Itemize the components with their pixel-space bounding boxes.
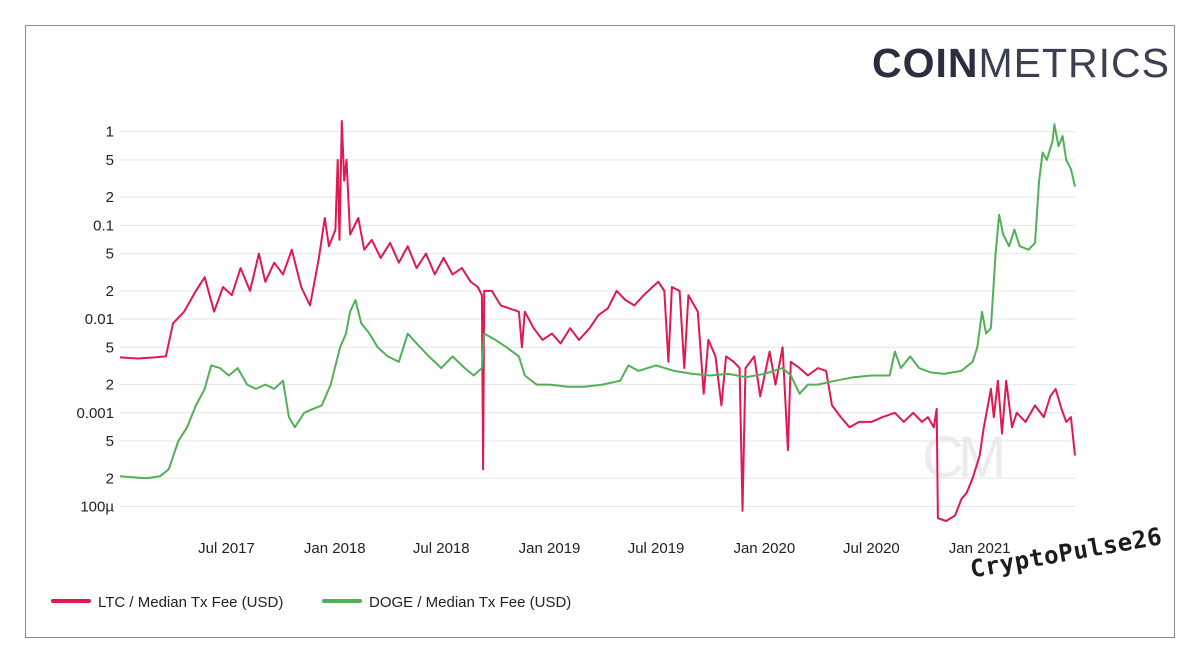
x-axis-ticks: Jul 2017 Jan 2018 Jul 2018 Jan 2019 Jul 2019…: [198, 540, 1010, 557]
y-tick-label: 2: [106, 283, 114, 300]
chart-frame: [25, 25, 1175, 638]
series-lines: [119, 120, 1076, 522]
legend-item-doge[interactable]: DOGE / Median Tx Fee (USD): [322, 594, 571, 611]
grid-lines: [120, 131, 1075, 507]
legend-swatch-ltc: [51, 599, 91, 604]
x-tick-label: Jul 2017: [198, 540, 255, 557]
x-tick-label: Jan 2020: [733, 540, 795, 557]
y-tick-label: 0.1: [93, 217, 114, 234]
x-tick-label: Jul 2018: [413, 540, 470, 557]
y-tick-label: 1: [106, 124, 114, 141]
y-tick-label: 2: [106, 377, 114, 394]
y-tick-label: 0.01: [85, 311, 114, 328]
x-tick-label: Jan 2019: [519, 540, 581, 557]
y-axis-ticks: 1 5 2 0.1 5 2 0.01 5 2 0.001 5 2 100µ: [76, 124, 114, 516]
logo-bold: COIN: [872, 40, 979, 86]
doge-series-line[interactable]: [119, 123, 1076, 480]
y-tick-label: 5: [106, 152, 114, 169]
ltc-series-line[interactable]: [119, 120, 1076, 522]
x-tick-label: Jan 2021: [949, 540, 1011, 557]
legend-swatch-doge: [322, 599, 362, 604]
y-tick-label: 5: [106, 339, 114, 356]
legend-label-ltc: LTC / Median Tx Fee (USD): [98, 594, 284, 611]
y-tick-label: 5: [106, 246, 114, 263]
x-tick-label: Jul 2019: [628, 540, 685, 557]
x-tick-label: Jan 2018: [304, 540, 366, 557]
legend-item-ltc[interactable]: LTC / Median Tx Fee (USD): [51, 594, 283, 611]
x-tick-label: Jul 2020: [843, 540, 900, 557]
coinmetrics-logo: COINMETRICS: [872, 40, 1170, 87]
y-tick-label: 0.001: [76, 405, 114, 422]
legend-label-doge: DOGE / Median Tx Fee (USD): [369, 594, 572, 611]
y-tick-label: 2: [106, 189, 114, 206]
y-tick-label: 5: [106, 433, 114, 450]
y-tick-label: 100µ: [80, 498, 114, 515]
y-tick-label: 2: [106, 470, 114, 487]
logo-light: METRICS: [978, 40, 1170, 86]
